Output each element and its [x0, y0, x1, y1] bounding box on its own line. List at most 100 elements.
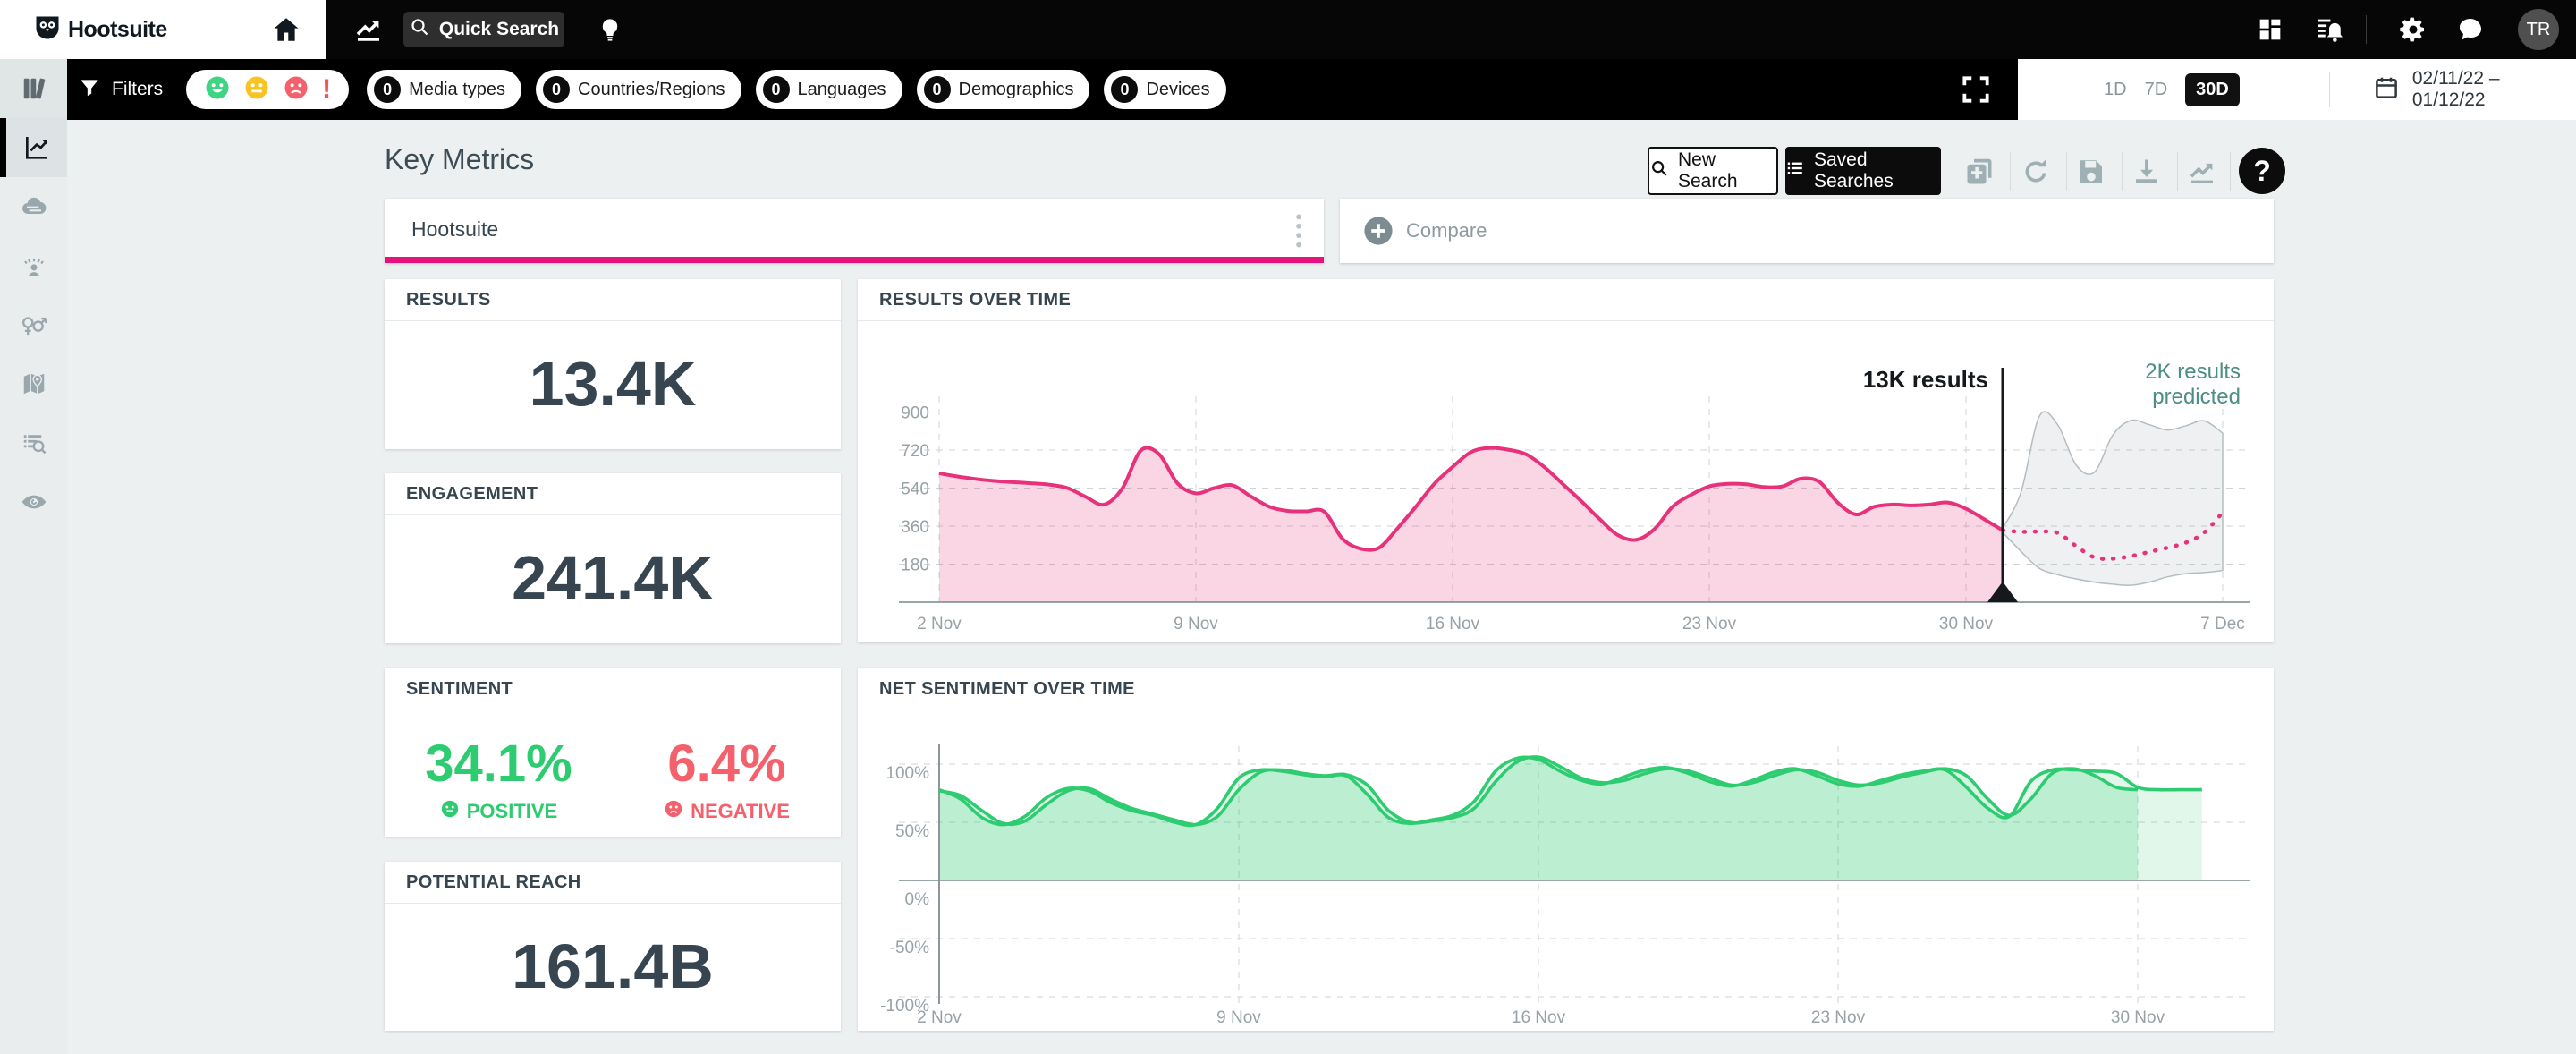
tab-compare[interactable]: Compare [1340, 199, 2274, 263]
copy-to-board-icon[interactable] [1963, 156, 1996, 188]
word-cloud-icon [21, 197, 46, 215]
books-icon [23, 78, 45, 99]
refresh-icon[interactable] [2020, 156, 2052, 188]
compare-label: Compare [1406, 219, 1487, 242]
svg-text:16 Nov: 16 Nov [1426, 615, 1480, 633]
svg-text:-50%: -50% [890, 939, 929, 957]
toolbar-divider [2230, 152, 2231, 191]
exclamation-icon: ! [322, 74, 332, 104]
svg-text:-100%: -100% [880, 997, 929, 1016]
fullscreen-icon[interactable] [1959, 72, 1993, 111]
sidebar-item-geography[interactable] [0, 354, 67, 413]
net-sentiment-chart[interactable]: 100% 50% 0% -50% -100%2 Nov 9 Nov 16 Nov 23 Nov… [858, 710, 2274, 1032]
sidebar-item-word-cloud[interactable] [0, 177, 67, 236]
search-icon [409, 16, 430, 43]
svg-text:2 Nov: 2 Nov [917, 1008, 962, 1027]
saved-searches-label: Saved Searches [1814, 149, 1894, 191]
list-icon [1785, 158, 1805, 183]
sentiment-card: SENTIMENT 34.1% POSITIVE 6.4% NEGATIVE [385, 668, 841, 837]
tab-search-hootsuite[interactable]: Hootsuite [385, 199, 1324, 263]
home-icon[interactable] [265, 0, 308, 59]
sentiment-chart-title: NET SENTIMENT OVER TIME [879, 678, 1135, 699]
new-search-label: New Search [1678, 149, 1738, 191]
sidebar-item-demographics[interactable] [0, 295, 67, 354]
sentiment-filter-pill[interactable]: ! [186, 70, 350, 109]
lightbulb-icon[interactable] [590, 0, 630, 59]
search-icon [1649, 158, 1669, 183]
sidebar-item-influencers[interactable] [0, 236, 67, 295]
sentiment-card-title: SENTIMENT [406, 678, 513, 699]
net-sentiment-card: NET SENTIMENT OVER TIME 100% 50% 0% -50% -10… [858, 668, 2274, 1031]
gear-icon[interactable] [2394, 0, 2433, 59]
download-icon[interactable] [2131, 156, 2163, 188]
saved-searches-button[interactable]: Saved Searches [1785, 147, 1941, 195]
positive-sentiment-value: 34.1% [425, 735, 572, 793]
engagement-card: ENGAGEMENT 241.4K [385, 473, 841, 643]
chat-icon[interactable] [2451, 0, 2490, 59]
negative-face-icon [664, 799, 683, 824]
filter-pill-countries[interactable]: 0 Countries/Regions [536, 70, 741, 109]
filter-pill-media-types[interactable]: 0 Media types [367, 70, 522, 109]
chart-view-icon[interactable] [2186, 156, 2218, 188]
svg-text:180: 180 [901, 557, 929, 575]
toolbar-divider [2122, 152, 2123, 191]
negative-face-icon [283, 74, 309, 106]
pill-count: 0 [762, 76, 790, 103]
svg-text:360: 360 [901, 518, 929, 537]
alerts-icon[interactable] [2309, 0, 2349, 59]
list-search-icon [23, 435, 46, 455]
reach-value: 161.4B [512, 931, 714, 1001]
svg-text:23 Nov: 23 Nov [1682, 615, 1737, 633]
save-icon[interactable] [2075, 156, 2107, 188]
funnel-icon [78, 75, 101, 104]
pill-count: 0 [543, 76, 571, 103]
svg-text:100%: 100% [886, 764, 929, 783]
eye-icon [21, 495, 46, 509]
help-button[interactable]: ? [2239, 148, 2285, 194]
toolbar-divider [2177, 152, 2178, 191]
results-card: RESULTS 13.4K [385, 279, 841, 449]
svg-text:7 Dec: 7 Dec [2200, 615, 2245, 633]
sidebar-item-library[interactable] [0, 59, 67, 118]
sidebar-item-monitor[interactable] [0, 472, 67, 531]
svg-text:2K results: 2K results [2145, 360, 2241, 384]
page-title: Key Metrics [385, 143, 535, 175]
calendar-icon[interactable] [2373, 74, 2400, 106]
date-range[interactable]: 02/11/22 – 01/12/22 [2411, 68, 2500, 110]
results-over-time-card: RESULTS OVER TIME 180 360 540 720 900 2 Nov 9 … [858, 279, 2274, 642]
gender-icon [21, 317, 47, 336]
toolbar-divider [2066, 152, 2067, 191]
filter-pill-demographics[interactable]: 0 Demographics [916, 70, 1090, 109]
svg-text:16 Nov: 16 Nov [1512, 1008, 1566, 1027]
pill-label: Languages [797, 79, 886, 99]
filter-pill-languages[interactable]: 0 Languages [755, 70, 902, 109]
kebab-menu-icon[interactable] [1295, 214, 1302, 252]
top-nav: Hootsuite Quick Search TR [0, 0, 2576, 59]
quick-search-button[interactable]: Quick Search [403, 12, 564, 47]
svg-text:50%: 50% [895, 822, 929, 841]
svg-text:2 Nov: 2 Nov [917, 615, 962, 633]
filter-pill-devices[interactable]: 0 Devices [1104, 70, 1226, 109]
svg-text:predicted: predicted [2152, 385, 2241, 409]
sidebar [0, 59, 67, 1054]
pill-count: 0 [1111, 76, 1139, 103]
new-search-button[interactable]: New Search [1648, 147, 1778, 195]
filters-toggle[interactable]: Filters [78, 75, 163, 104]
svg-text:540: 540 [901, 480, 929, 499]
boards-grid-icon[interactable] [2250, 0, 2290, 59]
svg-text:0%: 0% [905, 890, 930, 909]
positive-face-icon [204, 74, 231, 106]
sidebar-item-results-list[interactable] [0, 413, 67, 472]
range-30d[interactable]: 30D [2185, 72, 2240, 106]
pill-count: 0 [923, 76, 951, 103]
neutral-face-icon [243, 74, 270, 106]
search-tab-label: Hootsuite [411, 217, 499, 241]
trend-chart-icon[interactable] [347, 0, 390, 59]
range-7d[interactable]: 7D [2144, 79, 2168, 99]
plus-circle-icon [1363, 216, 1394, 246]
results-over-time-chart[interactable]: 180 360 540 720 900 2 Nov 9 Nov 16 Nov 23 Nov 30 … [858, 321, 2274, 643]
sidebar-item-metrics[interactable] [0, 118, 67, 177]
range-1d[interactable]: 1D [2104, 79, 2127, 99]
avatar[interactable]: TR [2518, 9, 2559, 50]
reach-card-title: POTENTIAL REACH [406, 871, 581, 892]
